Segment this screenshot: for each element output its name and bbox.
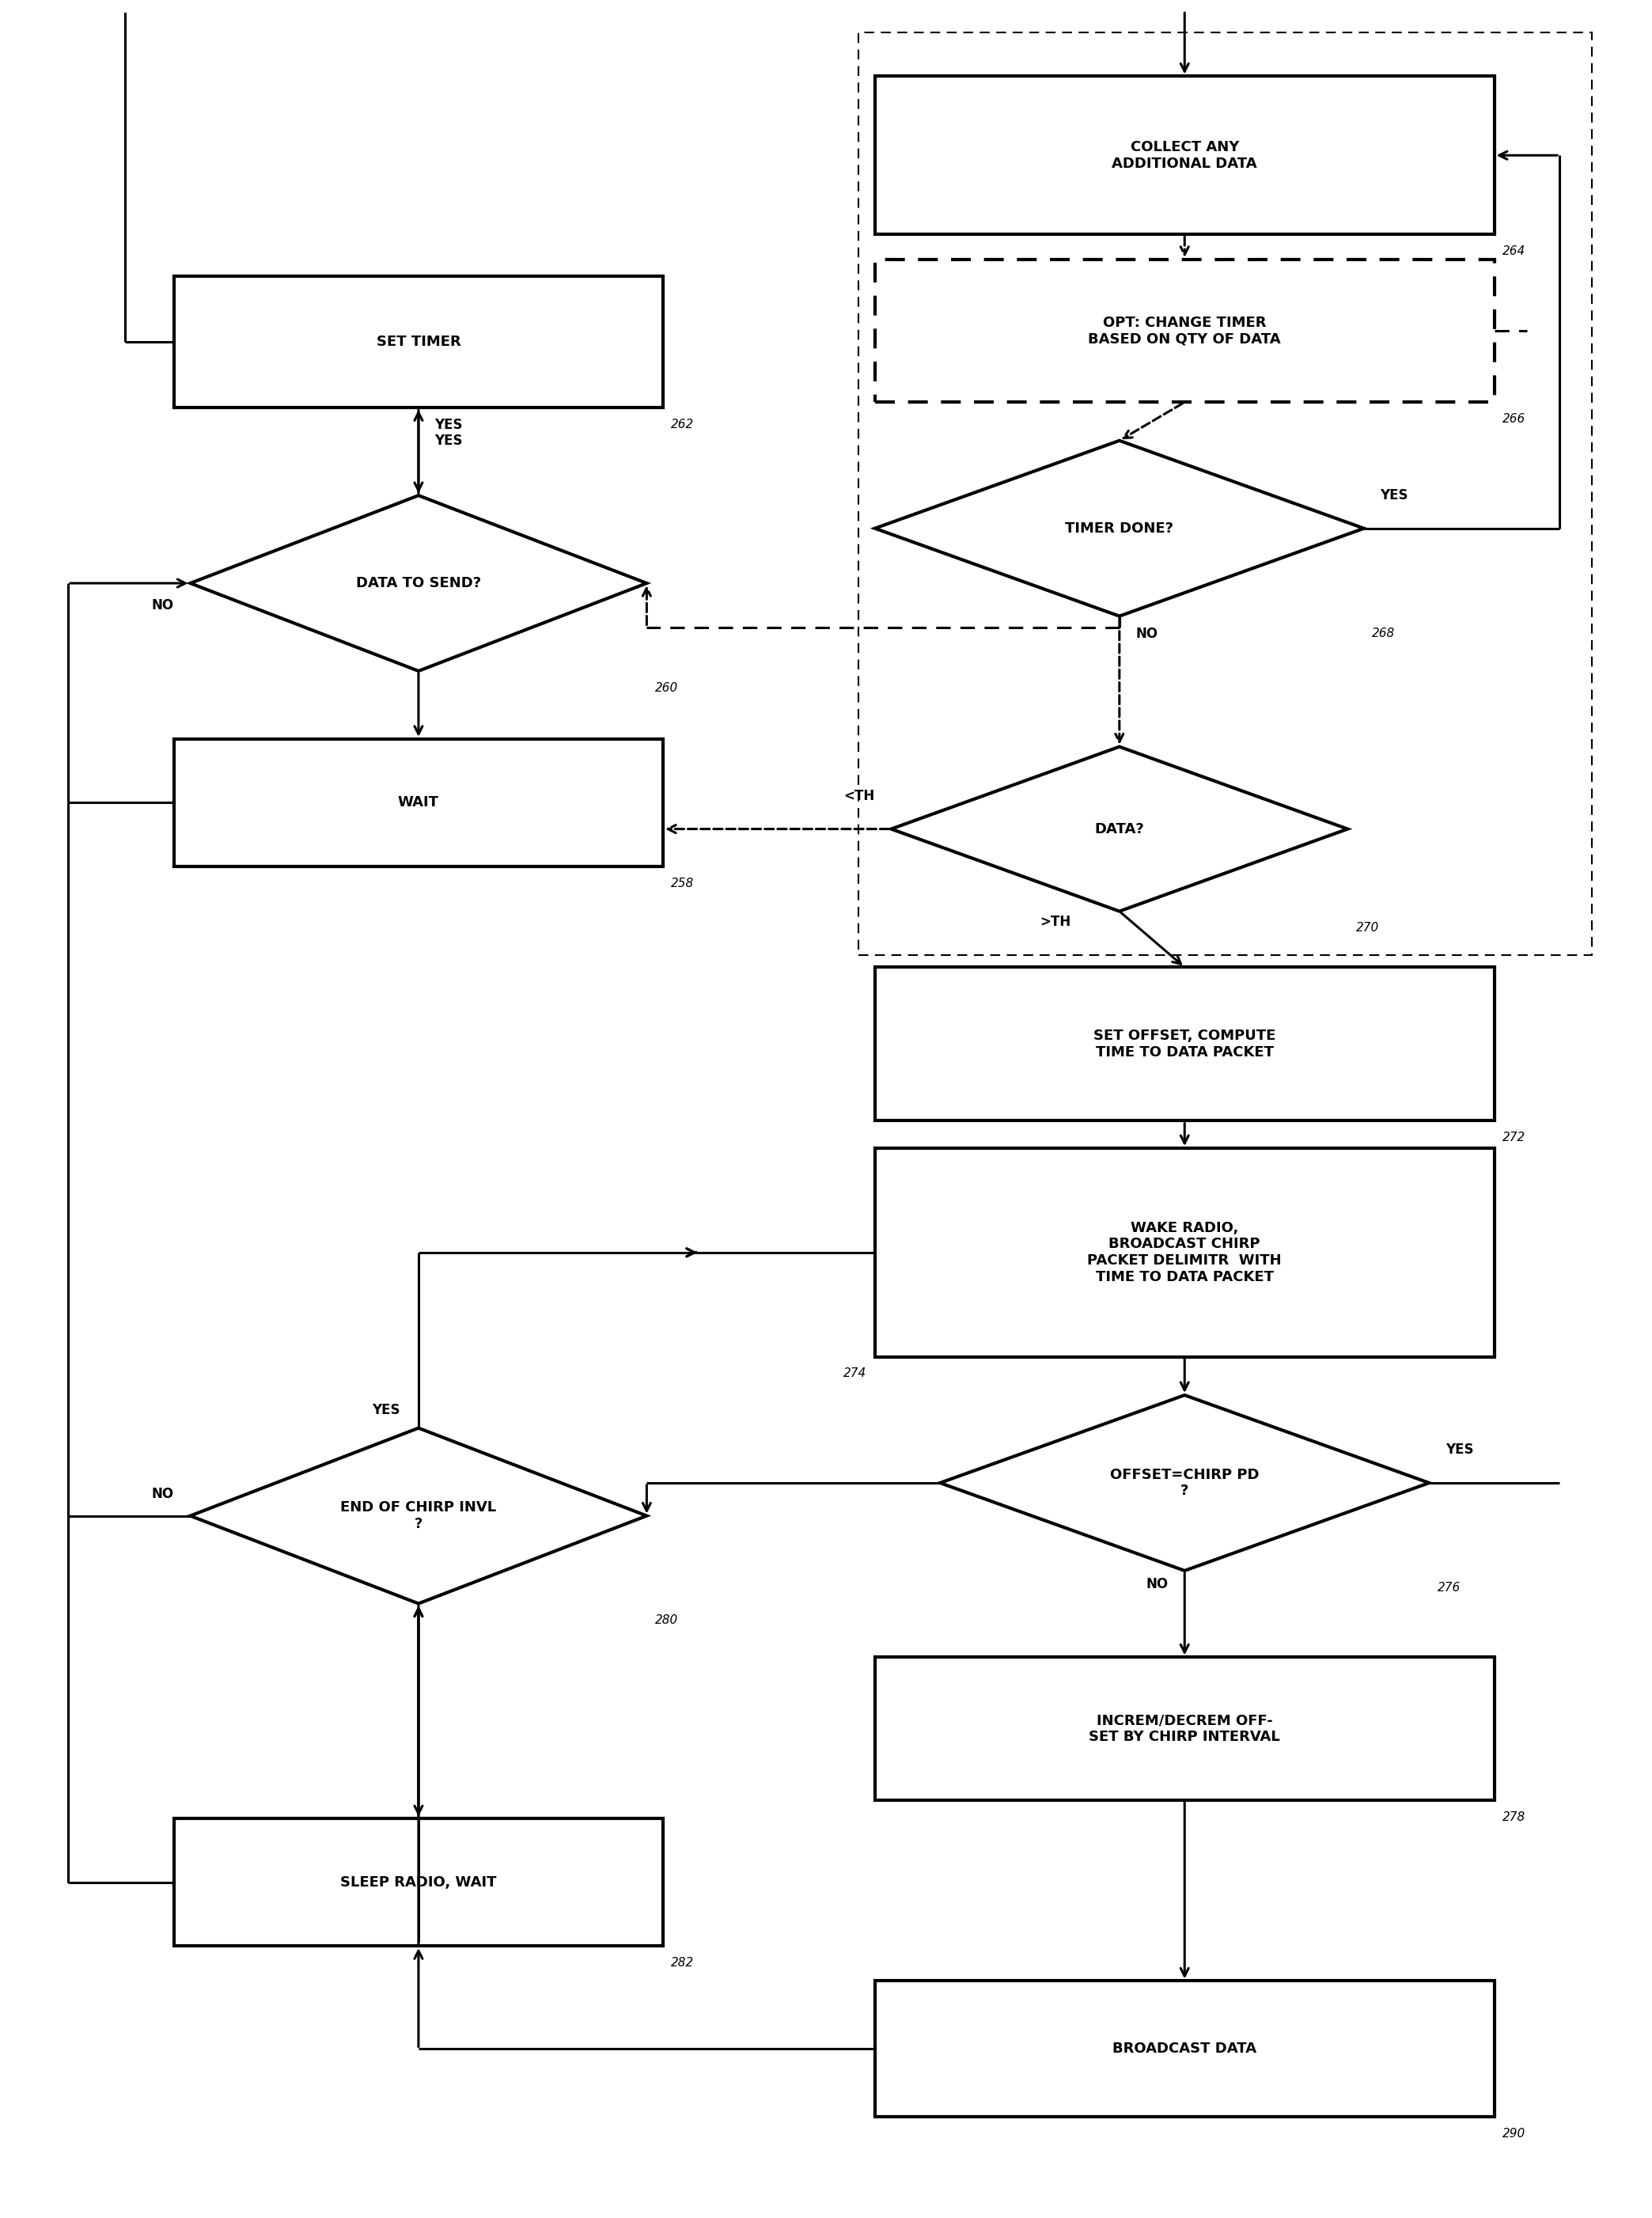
Polygon shape xyxy=(190,1428,646,1604)
FancyBboxPatch shape xyxy=(876,967,1495,1120)
Text: 280: 280 xyxy=(654,1615,677,1626)
Text: 262: 262 xyxy=(671,419,694,430)
Text: SLEEP RADIO, WAIT: SLEEP RADIO, WAIT xyxy=(340,1874,497,1890)
Text: BROADCAST DATA: BROADCAST DATA xyxy=(1112,2043,1257,2056)
Text: 258: 258 xyxy=(671,878,694,889)
FancyBboxPatch shape xyxy=(876,260,1495,401)
Text: SET OFFSET, COMPUTE
TIME TO DATA PACKET: SET OFFSET, COMPUTE TIME TO DATA PACKET xyxy=(1094,1029,1275,1060)
Text: YES: YES xyxy=(434,419,463,433)
Text: YES: YES xyxy=(372,1402,400,1417)
Text: TIMER DONE?: TIMER DONE? xyxy=(1066,521,1173,535)
Text: YES: YES xyxy=(1379,488,1408,503)
FancyBboxPatch shape xyxy=(876,1149,1495,1357)
Text: NO: NO xyxy=(152,599,173,612)
Polygon shape xyxy=(190,495,646,672)
Text: 268: 268 xyxy=(1373,628,1396,639)
Text: YES: YES xyxy=(434,433,463,448)
Text: COLLECT ANY
ADDITIONAL DATA: COLLECT ANY ADDITIONAL DATA xyxy=(1112,140,1257,171)
FancyBboxPatch shape xyxy=(876,1657,1495,1801)
Text: 290: 290 xyxy=(1502,2127,1525,2140)
Text: WAKE RADIO,
BROADCAST CHIRP
PACKET DELIMITR  WITH
TIME TO DATA PACKET: WAKE RADIO, BROADCAST CHIRP PACKET DELIM… xyxy=(1087,1220,1282,1284)
Polygon shape xyxy=(940,1395,1429,1570)
Text: 264: 264 xyxy=(1502,246,1525,257)
Text: DATA?: DATA? xyxy=(1095,823,1145,836)
FancyBboxPatch shape xyxy=(876,75,1495,235)
Text: NO: NO xyxy=(1146,1577,1168,1590)
Text: 282: 282 xyxy=(671,1956,694,1970)
FancyBboxPatch shape xyxy=(173,1819,662,1945)
Text: 270: 270 xyxy=(1356,923,1379,934)
Text: SET TIMER: SET TIMER xyxy=(377,335,461,348)
Text: <TH: <TH xyxy=(844,790,876,803)
Text: 260: 260 xyxy=(654,681,677,694)
Text: NO: NO xyxy=(152,1486,173,1502)
Text: 272: 272 xyxy=(1502,1131,1525,1144)
Polygon shape xyxy=(876,441,1365,617)
FancyBboxPatch shape xyxy=(173,739,662,867)
Text: 266: 266 xyxy=(1502,413,1525,426)
Text: DATA TO SEND?: DATA TO SEND? xyxy=(355,577,481,590)
Text: INCREM/DECREM OFF-
SET BY CHIRP INTERVAL: INCREM/DECREM OFF- SET BY CHIRP INTERVAL xyxy=(1089,1712,1280,1743)
Text: >TH: >TH xyxy=(1039,916,1070,929)
Text: 278: 278 xyxy=(1502,1810,1525,1823)
Text: OPT: CHANGE TIMER
BASED ON QTY OF DATA: OPT: CHANGE TIMER BASED ON QTY OF DATA xyxy=(1089,315,1280,346)
Text: 274: 274 xyxy=(844,1369,867,1380)
Text: WAIT: WAIT xyxy=(398,796,439,810)
Text: NO: NO xyxy=(1135,625,1158,641)
FancyBboxPatch shape xyxy=(173,275,662,408)
Text: END OF CHIRP INVL
?: END OF CHIRP INVL ? xyxy=(340,1499,497,1530)
FancyBboxPatch shape xyxy=(876,1981,1495,2116)
Text: 276: 276 xyxy=(1437,1581,1460,1593)
Text: OFFSET=CHIRP PD
?: OFFSET=CHIRP PD ? xyxy=(1110,1468,1259,1497)
Text: YES: YES xyxy=(1446,1444,1474,1457)
Polygon shape xyxy=(890,747,1348,912)
